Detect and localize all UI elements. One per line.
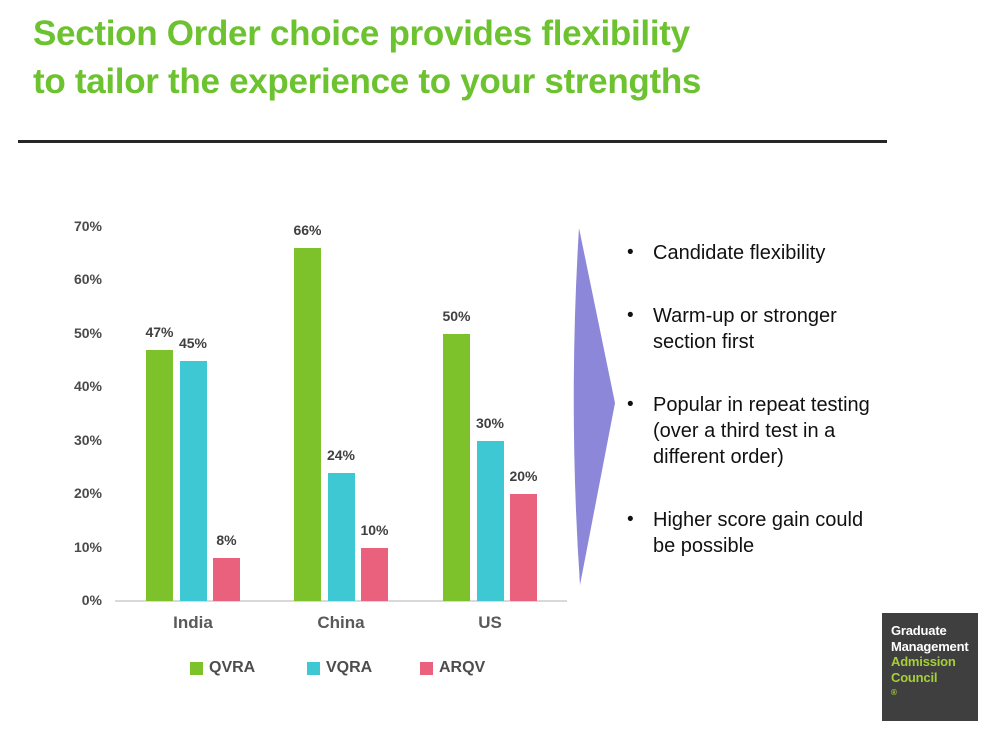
bullet-item: Popular in repeat testing (over a third … — [618, 392, 883, 470]
bullet-text: Warm-up or stronger section first — [653, 305, 837, 353]
y-axis-tick: 10% — [73, 538, 102, 555]
bar-value-label: 20% — [509, 468, 538, 484]
gmac-logo: Graduate Management Admission Council ® — [882, 613, 978, 721]
bar-arqv-us — [510, 494, 537, 601]
bar-value-label: 10% — [360, 522, 389, 538]
bar-vqra-china — [327, 473, 355, 601]
legend-item: VQRA — [307, 659, 372, 677]
y-axis-tick: 20% — [73, 485, 102, 502]
logo-line: Council ® — [891, 670, 978, 704]
y-axis-tick: 50% — [73, 324, 102, 341]
legend-label: VQRA — [326, 659, 373, 676]
title-divider — [18, 140, 887, 143]
logo-line: Management — [891, 638, 969, 654]
x-axis-label: US — [478, 613, 502, 632]
legend-item: QVRA — [190, 659, 255, 677]
legend-label: QVRA — [209, 659, 256, 676]
y-axis-tick: 70% — [73, 218, 102, 234]
x-axis-line — [115, 600, 567, 602]
bar-qvra-china — [294, 248, 321, 601]
logo-line: Graduate — [891, 623, 947, 638]
bar-value-label: 66% — [293, 222, 322, 238]
bullet-item: Warm-up or stronger section first — [618, 303, 883, 355]
y-axis-tick: 60% — [73, 271, 102, 288]
bar-value-label: 30% — [475, 415, 505, 431]
logo-line: Admission — [891, 654, 956, 669]
legend-swatch — [420, 661, 433, 675]
slide-title-line1: Section Order choice provides flexibilit… — [33, 14, 690, 53]
bar-arqv-india — [213, 558, 240, 601]
bar-value-label: 24% — [326, 447, 356, 463]
logo-line-text: Council — [891, 669, 938, 685]
bar-qvra-us — [443, 334, 470, 601]
slide-title-line2: to tailor the experience to your strengt… — [33, 62, 702, 101]
legend-label: ARQV — [439, 659, 486, 676]
bar-value-label: 50% — [442, 308, 471, 324]
registered-mark: ® — [891, 688, 897, 697]
bar-value-label: 45% — [178, 335, 208, 351]
bar-qvra-india — [146, 350, 173, 601]
legend-item: ARQV — [420, 659, 485, 677]
y-axis-tick: 0% — [81, 592, 102, 608]
y-axis-tick: 30% — [73, 431, 102, 448]
x-axis-label: India — [173, 613, 213, 632]
slide-title: Section Order choice provides flexibilit… — [33, 10, 701, 106]
bar-vqra-us — [476, 441, 504, 601]
bullet-text: Higher score gain could be possible — [653, 509, 864, 557]
bullet-item: Candidate flexibility — [618, 240, 883, 266]
bullet-text: Candidate flexibility — [653, 242, 826, 264]
legend-swatch — [307, 661, 320, 675]
y-axis-tick: 40% — [73, 378, 102, 395]
bar-value-label: 8% — [216, 532, 237, 548]
legend-swatch — [190, 661, 203, 675]
bar-value-label: 47% — [145, 324, 174, 340]
bullet-item: Higher score gain could be possible — [618, 507, 883, 559]
bullet-list: Candidate flexibility Warm-up or stronge… — [618, 240, 883, 596]
x-axis-label: China — [317, 613, 365, 632]
bar-vqra-india — [179, 361, 207, 601]
bullet-text: Popular in repeat testing (over a third … — [653, 394, 870, 468]
bar-arqv-china — [361, 548, 388, 601]
